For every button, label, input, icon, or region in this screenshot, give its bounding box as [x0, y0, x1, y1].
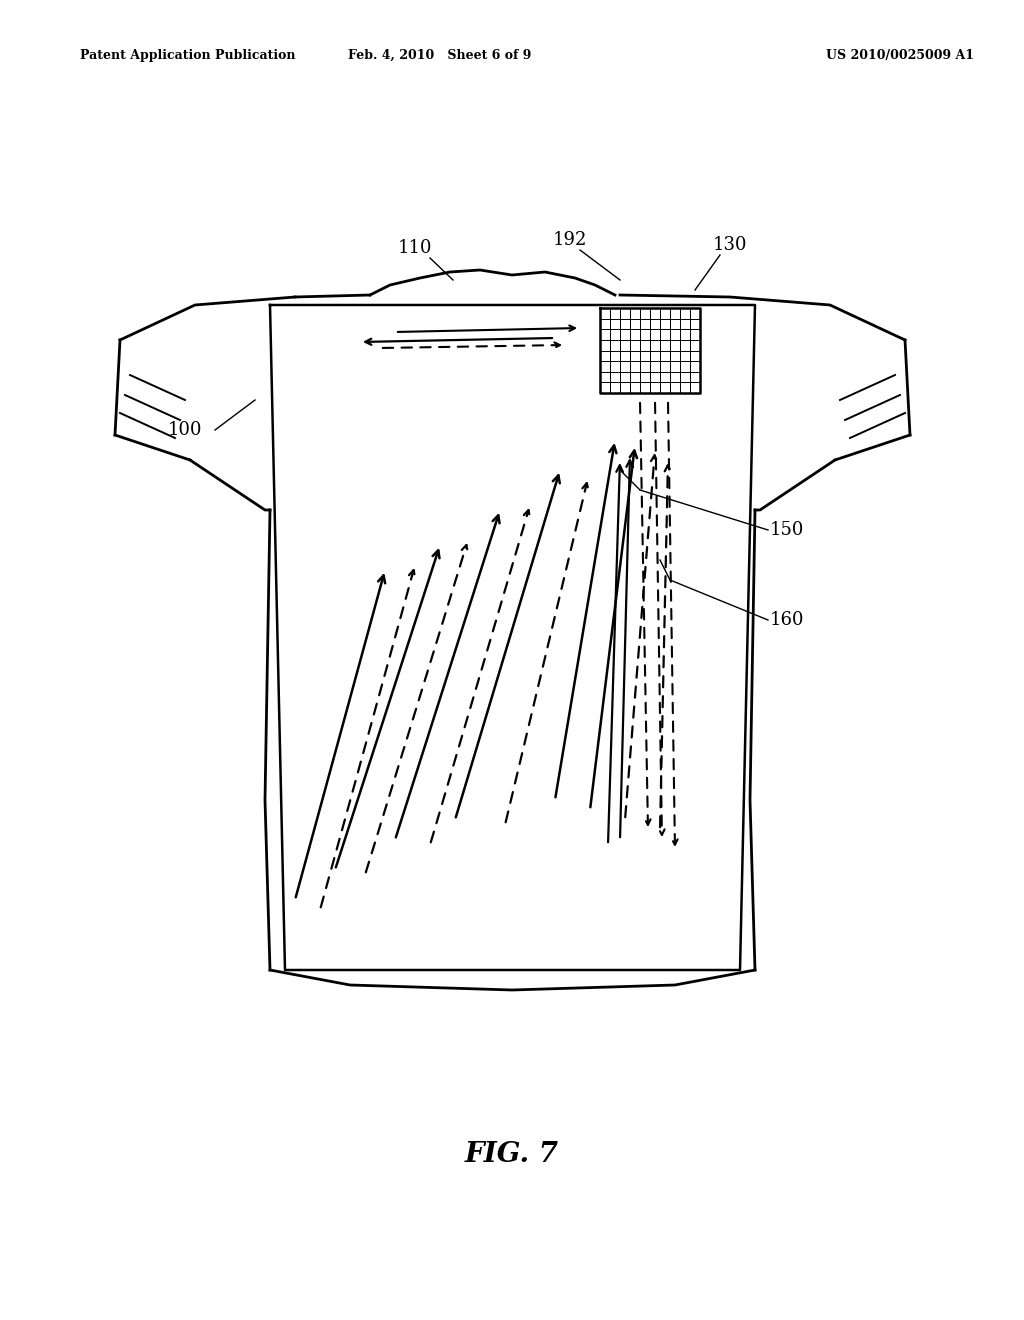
Text: 130: 130	[713, 236, 748, 253]
Text: US 2010/0025009 A1: US 2010/0025009 A1	[826, 49, 974, 62]
Text: Patent Application Publication: Patent Application Publication	[80, 49, 296, 62]
Text: 150: 150	[770, 521, 805, 539]
Text: 192: 192	[553, 231, 587, 249]
Text: FIG. 7: FIG. 7	[465, 1142, 559, 1168]
Text: 110: 110	[397, 239, 432, 257]
Text: 160: 160	[770, 611, 805, 630]
Text: Feb. 4, 2010   Sheet 6 of 9: Feb. 4, 2010 Sheet 6 of 9	[348, 49, 531, 62]
Text: 100: 100	[168, 421, 203, 440]
